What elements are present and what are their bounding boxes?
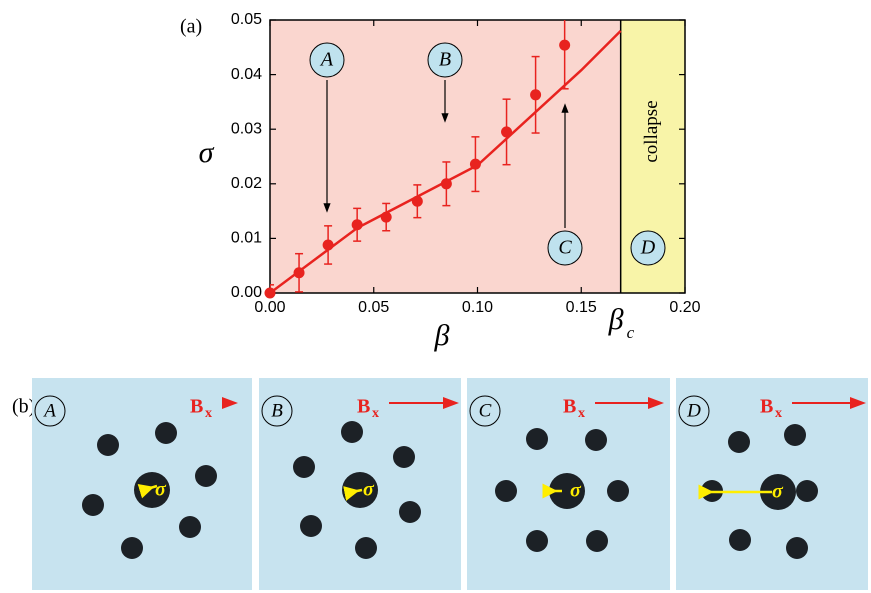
panel-circle (678, 395, 710, 427)
particle (729, 529, 751, 551)
particle (495, 480, 517, 502)
data-point (351, 219, 363, 231)
particle (586, 530, 608, 552)
particle (526, 530, 548, 552)
field-label: B (190, 396, 203, 418)
particle (341, 421, 363, 443)
panel-marker: B (271, 400, 283, 421)
particle (607, 480, 629, 502)
particle (784, 424, 806, 446)
x-tick-label: 0.10 (462, 299, 493, 316)
data-point (322, 239, 334, 251)
marker-circle (547, 230, 583, 266)
particle (393, 446, 415, 468)
panel-circle (34, 395, 66, 427)
field-label: B (357, 396, 370, 418)
particle (526, 428, 548, 450)
marker-label: A (319, 49, 334, 71)
panel-marker: A (42, 400, 56, 421)
marker-circle (427, 42, 463, 78)
torque-arrow (343, 486, 363, 501)
marker-label: B (439, 49, 451, 71)
data-point (501, 126, 513, 138)
x-axis-label: β (434, 319, 450, 352)
error-bar (270, 284, 274, 293)
torque-label: σ (155, 479, 167, 501)
data-point (440, 178, 452, 190)
y-tick-label: 0.03 (231, 120, 262, 137)
field-subscript: x (578, 406, 585, 421)
field-label: B (760, 396, 773, 418)
particle (82, 494, 104, 516)
particle (796, 480, 818, 502)
panel-label: (a) (180, 16, 202, 38)
field-subscript: x (372, 406, 379, 421)
particle (300, 515, 322, 537)
data-point (469, 158, 481, 170)
x-tick-label: 0.00 (254, 299, 285, 316)
x-tick-label: 0.15 (566, 299, 597, 316)
marker-label: C (558, 237, 572, 259)
data-point (411, 195, 423, 207)
panel-marker: C (479, 400, 492, 421)
field-subscript: x (205, 406, 212, 421)
panel-circle (261, 395, 293, 427)
particle (786, 537, 808, 559)
panel-circle (469, 395, 501, 427)
field-subscript: x (775, 406, 782, 421)
y-tick-label: 0.00 (231, 284, 262, 301)
particle (121, 537, 143, 559)
particle (179, 516, 201, 538)
data-point (293, 267, 305, 279)
marker-label: D (640, 237, 656, 259)
particle (355, 537, 377, 559)
x-tick-label: 0.05 (358, 299, 389, 316)
particle (728, 431, 750, 453)
y-tick-label: 0.05 (231, 11, 262, 28)
torque-label: σ (570, 480, 582, 502)
data-point (380, 211, 392, 223)
panel-label: (b) (12, 396, 35, 418)
center-particle (549, 473, 585, 509)
particle (195, 465, 217, 487)
torque-label: σ (363, 479, 375, 501)
y-axis-label: σ (199, 136, 215, 169)
data-point (559, 39, 571, 51)
x-tick-label: 0.20 (669, 299, 700, 316)
data-point (530, 89, 542, 101)
data-point (264, 287, 276, 299)
marker-circle (309, 42, 345, 78)
marker-circle (630, 230, 666, 266)
torque-label: σ (772, 481, 784, 503)
torque-arrow (137, 483, 158, 499)
panel-marker: D (686, 400, 701, 421)
particle (585, 429, 607, 451)
critical-symbol: β (608, 303, 624, 336)
center-particle (760, 474, 796, 510)
particle (399, 501, 421, 523)
y-tick-label: 0.04 (231, 66, 262, 83)
particle (155, 422, 177, 444)
y-tick-label: 0.01 (231, 230, 262, 247)
particle (97, 434, 119, 456)
collapse-label: collapse (641, 100, 662, 162)
critical-subscript: c (627, 323, 635, 342)
y-tick-label: 0.02 (231, 175, 262, 192)
field-label: B (563, 396, 576, 418)
particle (293, 456, 315, 478)
